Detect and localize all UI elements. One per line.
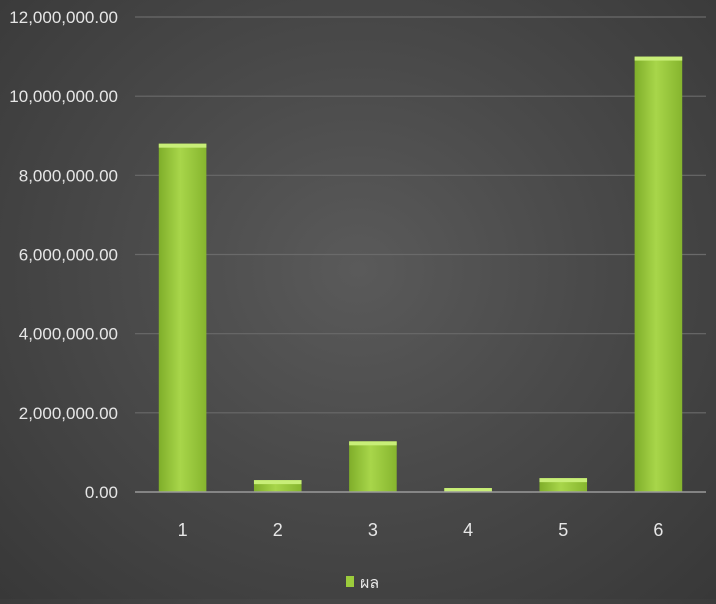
bar [349, 441, 397, 492]
bar [158, 143, 207, 492]
bar-highlight [634, 56, 683, 61]
x-axis-tick-labels: 1 2 3 4 5 6 [178, 520, 664, 540]
y-tick-label: 0.00 [85, 483, 118, 502]
bar-highlight [444, 488, 492, 492]
bar-highlight [349, 441, 397, 446]
y-tick-label: 4,000,000.00 [19, 325, 118, 344]
gridlines [135, 16, 706, 414]
y-tick-label: 8,000,000.00 [19, 166, 118, 185]
bars [158, 56, 683, 492]
y-tick-label: 6,000,000.00 [19, 246, 118, 265]
legend: ผล [346, 575, 379, 592]
legend-swatch [346, 576, 354, 587]
x-tick-label: 1 [178, 520, 188, 540]
x-tick-label: 6 [653, 520, 663, 540]
x-tick-label: 4 [463, 520, 473, 540]
y-tick-label: 12,000,000.00 [9, 8, 118, 27]
bar [253, 480, 302, 492]
x-tick-label: 5 [558, 520, 568, 540]
bar [634, 56, 683, 492]
legend-label: ผล [360, 575, 379, 592]
bar-highlight [158, 143, 207, 148]
y-tick-label: 2,000,000.00 [19, 404, 118, 423]
x-tick-label: 2 [273, 520, 283, 540]
bar-highlight [539, 478, 588, 483]
bar-highlight [253, 480, 302, 485]
y-tick-label: 10,000,000.00 [9, 87, 118, 106]
y-axis-tick-labels: 0.00 2,000,000.00 4,000,000.00 6,000,000.00… [9, 8, 118, 502]
x-tick-label: 3 [368, 520, 378, 540]
